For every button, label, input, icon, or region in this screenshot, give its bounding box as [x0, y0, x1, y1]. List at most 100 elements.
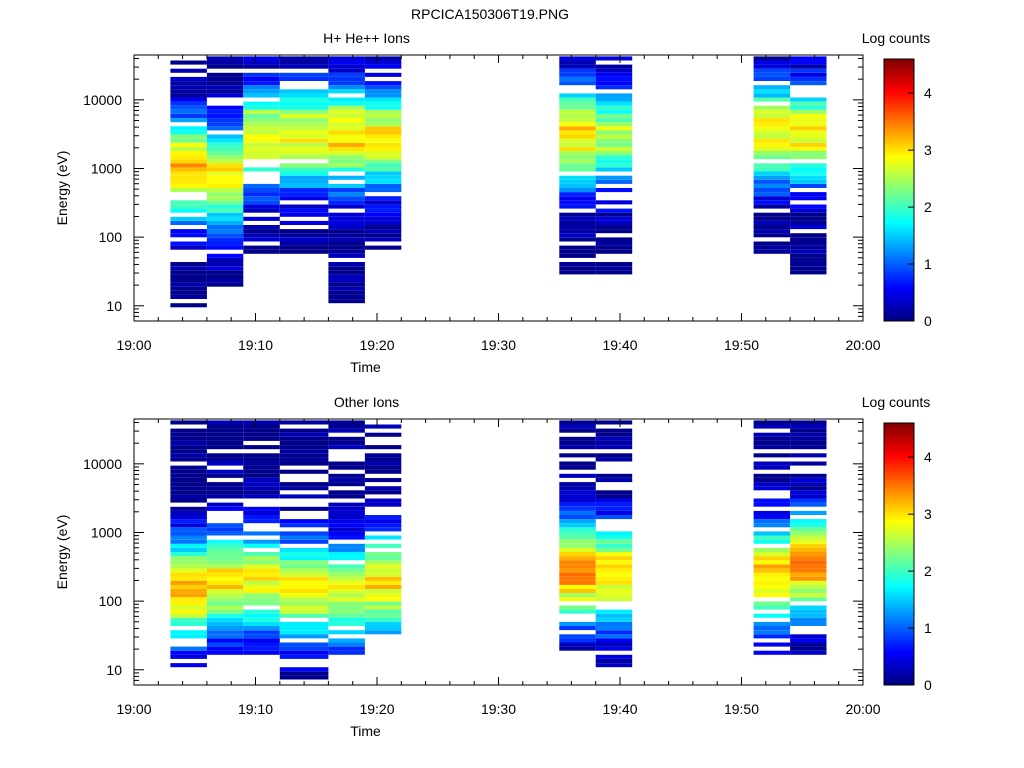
data-cell	[279, 126, 329, 131]
data-cell	[170, 486, 207, 491]
data-cell	[790, 220, 827, 225]
data-cell	[328, 465, 365, 470]
data-cell	[170, 630, 207, 635]
data-cell	[328, 506, 365, 511]
data-cell	[364, 245, 402, 250]
data-cell	[243, 130, 280, 135]
data-cell	[206, 225, 244, 230]
data-cell	[753, 220, 791, 225]
data-cell	[279, 134, 329, 139]
data-cell	[790, 436, 827, 441]
data-cell	[559, 461, 596, 466]
data-cell	[206, 241, 244, 246]
data-cell	[559, 159, 596, 164]
data-cell	[206, 278, 244, 283]
data-cell	[328, 64, 365, 69]
data-cell	[595, 498, 633, 503]
data-cell	[595, 543, 633, 548]
data-cell	[364, 556, 402, 561]
data-cell	[206, 253, 244, 258]
data-cell	[328, 424, 365, 429]
data-cell	[559, 597, 596, 602]
data-cell	[790, 208, 827, 213]
data-cell	[753, 621, 791, 626]
data-cell	[279, 453, 329, 458]
data-cell	[170, 163, 207, 168]
data-cell	[790, 60, 827, 65]
data-cell	[364, 216, 402, 221]
data-cell	[243, 478, 280, 483]
panel-title: Other Ions	[334, 394, 399, 410]
data-cell	[753, 60, 791, 65]
data-cell	[364, 126, 402, 131]
data-cell	[595, 130, 633, 135]
data-cell	[559, 253, 596, 258]
colorbar-tick-label: 2	[924, 199, 932, 215]
data-cell	[595, 109, 633, 114]
data-cell	[328, 89, 365, 94]
data-cell	[170, 118, 207, 123]
data-cell	[790, 216, 827, 221]
data-cell	[243, 114, 280, 119]
data-cell	[206, 192, 244, 197]
data-cell	[753, 163, 791, 168]
data-cell	[206, 81, 244, 86]
data-cell	[559, 440, 596, 445]
data-cell	[243, 457, 280, 462]
data-cell	[790, 81, 827, 86]
data-cell	[595, 658, 633, 663]
data-cell	[206, 646, 244, 651]
data-cell	[790, 109, 827, 114]
data-cell	[279, 245, 329, 250]
data-cell	[243, 76, 280, 81]
data-column	[364, 424, 402, 635]
data-cell	[753, 576, 791, 581]
data-cell	[753, 109, 791, 114]
data-cell	[328, 278, 365, 283]
data-cell	[206, 642, 244, 647]
data-cell	[559, 122, 596, 127]
data-cell	[559, 196, 596, 201]
data-cell	[753, 539, 791, 544]
data-cell	[328, 159, 365, 164]
data-cell	[279, 556, 329, 561]
data-cell	[595, 547, 633, 552]
data-cell	[279, 432, 329, 437]
data-cell	[790, 76, 827, 81]
data-cell	[364, 122, 402, 127]
data-cell	[364, 469, 402, 474]
data-cell	[753, 515, 791, 520]
colorbar-tick-label: 1	[924, 256, 932, 272]
data-cell	[753, 134, 791, 139]
data-cell	[279, 621, 329, 626]
data-cell	[243, 216, 280, 221]
data-cell	[170, 146, 207, 151]
data-cell	[559, 233, 596, 238]
data-cell	[170, 200, 207, 205]
data-cell	[595, 85, 633, 90]
data-cell	[206, 163, 244, 168]
data-cell	[206, 531, 244, 536]
data-cell	[243, 634, 280, 639]
data-cell	[328, 134, 365, 139]
data-cell	[328, 473, 365, 478]
data-cell	[243, 560, 280, 565]
x-tick-label: 19:50	[724, 337, 759, 353]
data-cell	[753, 605, 791, 610]
data-cell	[328, 535, 365, 540]
data-cell	[279, 97, 329, 102]
data-cell	[790, 609, 827, 614]
data-cell	[206, 568, 244, 573]
data-cell	[279, 675, 329, 680]
data-cell	[243, 81, 280, 86]
data-cell	[206, 126, 244, 131]
data-cell	[170, 453, 207, 458]
data-cell	[170, 130, 207, 135]
data-cell	[279, 155, 329, 160]
data-cell	[328, 109, 365, 114]
data-cell	[595, 638, 633, 643]
data-cell	[559, 56, 596, 61]
data-cell	[328, 114, 365, 119]
data-cell	[206, 142, 244, 147]
data-cell	[753, 183, 791, 188]
